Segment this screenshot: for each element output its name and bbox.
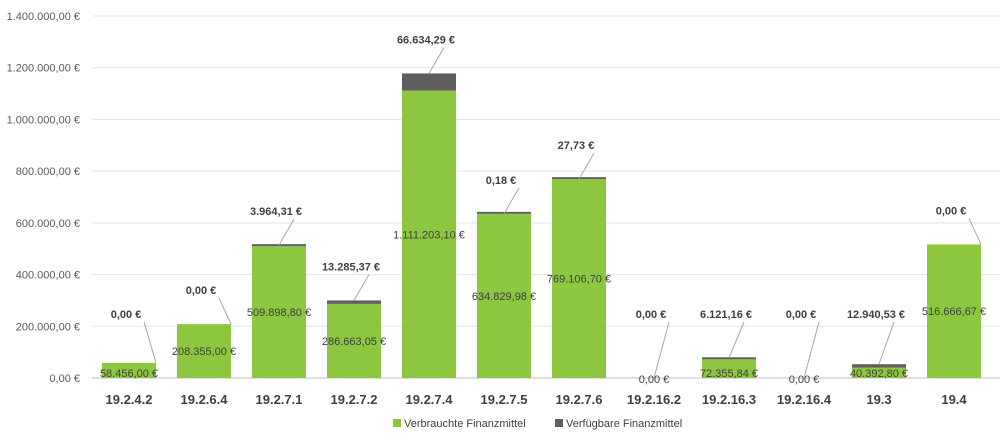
leader-line <box>143 321 157 364</box>
data-label-verbrauchte: 58.456,00 € <box>100 368 158 380</box>
bar-verbrauchte[interactable] <box>702 359 756 378</box>
x-tick-label: 19.2.16.3 <box>702 392 756 407</box>
data-label-verfuegbare: 66.634,29 € <box>397 34 455 46</box>
data-label-verbrauchte: 769.106,70 € <box>547 274 611 286</box>
data-label-verfuegbare: 6.121,16 € <box>700 309 752 321</box>
leader-line <box>578 152 595 180</box>
data-label-verfuegbare: 0,18 € <box>486 175 517 187</box>
y-tick-label: 400.000,00 € <box>16 270 80 282</box>
leader-line <box>353 274 370 301</box>
data-label-verbrauchte: 634.829,98 € <box>472 291 536 303</box>
data-label-verbrauchte: 40.392,80 € <box>850 368 908 380</box>
x-tick-label: 19.4 <box>941 392 967 407</box>
bar-verbrauchte[interactable] <box>552 179 606 378</box>
y-tick-label: 1.400.000,00 € <box>7 11 80 23</box>
bar-verfuegbare[interactable] <box>852 364 906 368</box>
x-tick-label: 19.3 <box>866 392 891 407</box>
x-tick-label: 19.2.7.5 <box>481 392 528 407</box>
data-label-verfuegbare: 0,00 € <box>636 309 667 321</box>
y-tick-label: 200.000,00 € <box>16 321 80 333</box>
leader-line <box>428 47 445 74</box>
x-tick-label: 19.2.7.1 <box>256 392 303 407</box>
data-label-verfuegbare: 27,73 € <box>558 140 595 152</box>
x-tick-label: 19.2.7.4 <box>406 392 454 407</box>
legend-swatch-verfuegbare <box>555 419 563 427</box>
data-label-verbrauchte: 208.355,00 € <box>172 346 236 358</box>
legend-label-verbrauchte: Verbrauchte Finanzmittel <box>404 418 526 430</box>
data-label-verbrauchte: 516.666,67 € <box>922 306 986 318</box>
data-label-verbrauchte: 509.898,80 € <box>247 307 311 319</box>
leader-line <box>968 218 982 245</box>
legend-swatch-verbrauchte <box>393 419 401 427</box>
y-tick-label: 0,00 € <box>49 373 80 385</box>
x-tick-label: 19.2.4.2 <box>106 392 153 407</box>
leader-line <box>728 321 745 358</box>
bar-verfuegbare[interactable] <box>252 244 306 247</box>
bar-verbrauchte[interactable] <box>102 362 156 378</box>
data-label-verfuegbare: 3.964,31 € <box>250 206 302 218</box>
leader-line <box>503 187 520 215</box>
leader-line <box>803 321 820 379</box>
leader-line <box>218 297 232 325</box>
x-tick-label: 19.2.16.4 <box>777 392 832 407</box>
leader-line <box>278 218 295 246</box>
x-tick-label: 19.2.16.2 <box>627 392 681 407</box>
x-tick-label: 19.2.7.6 <box>556 392 603 407</box>
bar-verbrauchte[interactable] <box>477 213 531 378</box>
y-tick-label: 1.000.000,00 € <box>7 114 80 126</box>
data-label-verbrauchte: 286.663,05 € <box>322 336 386 348</box>
bar-verbrauchte[interactable] <box>852 367 906 378</box>
data-label-verbrauchte: 0,00 € <box>639 374 670 386</box>
data-label-verfuegbare: 0,00 € <box>186 285 217 297</box>
bar-verfuegbare[interactable] <box>402 73 456 91</box>
y-tick-label: 600.000,00 € <box>16 218 80 230</box>
bar-verbrauchte[interactable] <box>177 324 231 378</box>
y-tick-label: 1.200.000,00 € <box>7 63 80 75</box>
bar-verfuegbare[interactable] <box>702 357 756 360</box>
bar-verbrauchte[interactable] <box>927 244 981 378</box>
data-label-verfuegbare: 0,00 € <box>111 309 142 321</box>
leader-line <box>653 321 670 379</box>
y-tick-label: 800.000,00 € <box>16 166 80 178</box>
bar-verfuegbare[interactable] <box>327 300 381 304</box>
x-tick-label: 19.2.7.2 <box>331 392 378 407</box>
data-label-verbrauchte: 72.355,84 € <box>700 368 758 380</box>
x-tick-label: 19.2.6.4 <box>181 392 229 407</box>
legend-label-verfuegbare: Verfügbare Finanzmittel <box>566 418 682 430</box>
bar-verbrauchte[interactable] <box>402 90 456 379</box>
data-label-verfuegbare: 12.940,53 € <box>847 309 905 321</box>
bar-verbrauchte[interactable] <box>327 303 381 378</box>
bar-verbrauchte[interactable] <box>252 246 306 378</box>
data-label-verfuegbare: 13.285,37 € <box>322 261 380 273</box>
data-label-verfuegbare: 0,00 € <box>786 309 817 321</box>
leader-line <box>878 321 895 365</box>
data-label-verbrauchte: 1.111.203,10 € <box>393 229 465 241</box>
data-label-verbrauchte: 0,00 € <box>789 374 820 386</box>
data-label-verfuegbare: 0,00 € <box>936 205 967 217</box>
